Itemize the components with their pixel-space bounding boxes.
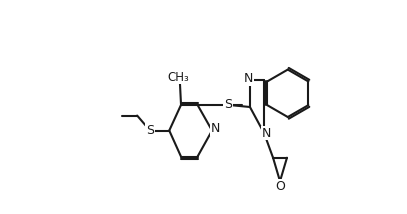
Text: N: N — [244, 72, 254, 85]
Text: S: S — [146, 124, 154, 137]
Text: N: N — [262, 127, 271, 140]
Text: S: S — [224, 98, 232, 111]
Text: CH₃: CH₃ — [167, 71, 189, 83]
Text: N: N — [210, 122, 220, 135]
Text: O: O — [275, 180, 285, 193]
